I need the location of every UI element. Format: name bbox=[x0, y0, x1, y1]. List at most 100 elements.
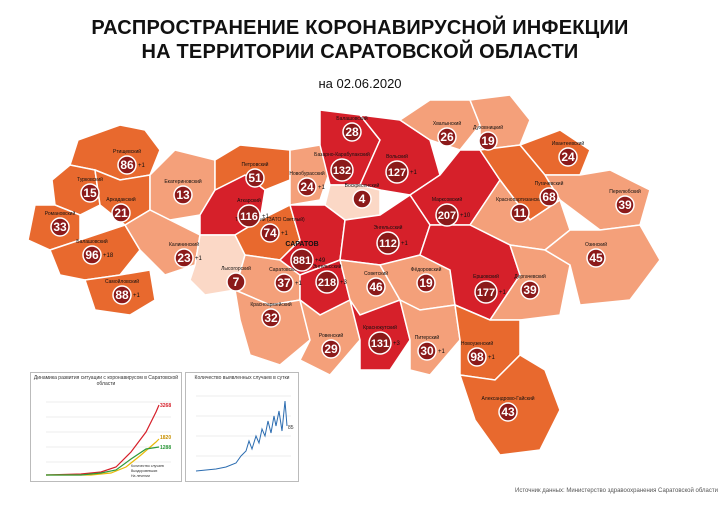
district-count: 23 bbox=[177, 251, 191, 265]
district-delta: +1 bbox=[262, 214, 270, 220]
district-marker bbox=[366, 277, 386, 297]
district-name: Краснопартизанский bbox=[496, 196, 544, 203]
district-name: Энгельсский bbox=[374, 224, 403, 231]
district-delta: +18 bbox=[103, 253, 114, 259]
district-delta: +1 bbox=[133, 293, 141, 299]
chart1-value-active: 1288 bbox=[160, 445, 171, 451]
district-count: 207 bbox=[438, 210, 456, 222]
district-count: 24 bbox=[300, 180, 314, 194]
district-count: 116 bbox=[240, 211, 258, 223]
district-marker bbox=[586, 248, 606, 268]
chart1-legend-3: На лечении bbox=[131, 474, 150, 478]
district-name: Краснокутский bbox=[363, 324, 397, 331]
district-delta: +3 bbox=[393, 341, 401, 347]
region-shape bbox=[298, 298, 361, 376]
district-count: 96 bbox=[85, 248, 99, 262]
chart1-active-line bbox=[46, 446, 160, 476]
chart1-title: Динамика развития ситуации с коронавирус… bbox=[33, 375, 179, 387]
district-name: Турковский bbox=[77, 176, 103, 183]
chart1-total-line bbox=[45, 404, 160, 476]
district-count: 21 bbox=[114, 206, 128, 220]
district-count: 45 bbox=[589, 251, 603, 265]
district-name: Романовский bbox=[45, 210, 76, 217]
district-count: 33 bbox=[53, 220, 67, 234]
district-name: Марксовский bbox=[432, 196, 462, 203]
map-title: РАСПРОСТРАНЕНИЕ КОРОНАВИРУСНОЙ ИНФЕКЦИИ … bbox=[0, 16, 720, 64]
district-marker bbox=[50, 217, 70, 237]
district-count: 4 bbox=[359, 192, 366, 206]
district-name: Воскресенский bbox=[345, 182, 380, 189]
district-marker bbox=[297, 177, 317, 197]
district-count: 51 bbox=[248, 171, 262, 185]
district-delta: +1 bbox=[281, 231, 289, 237]
district-count: 86 bbox=[120, 158, 134, 172]
district-marker bbox=[539, 187, 559, 207]
district-name: Балашовский bbox=[76, 238, 108, 245]
district-marker bbox=[330, 158, 354, 182]
map-date: на 02.06.2020 bbox=[318, 76, 402, 91]
title-line-1: РАСПРОСТРАНЕНИЕ КОРОНАВИРУСНОЙ ИНФЕКЦИИ bbox=[91, 17, 629, 39]
district-marker bbox=[498, 402, 518, 422]
district-marker bbox=[510, 203, 530, 223]
district-name: Самойловский bbox=[105, 278, 139, 285]
region-shape bbox=[398, 298, 461, 376]
district-marker bbox=[385, 160, 409, 184]
district-marker bbox=[226, 272, 246, 292]
district-name: Красноармейский bbox=[250, 301, 292, 308]
chart2-title: Количество выявленных случаев в сутки bbox=[194, 375, 290, 381]
district-count: 28 bbox=[345, 125, 359, 139]
district-count: 68 bbox=[542, 190, 556, 204]
district-delta: +49 bbox=[315, 258, 326, 264]
chart2-daily-line bbox=[195, 400, 288, 472]
region-shape bbox=[543, 169, 651, 231]
title-line-2: НА ТЕРРИТОРИИ САРАТОВСКОЙ ОБЛАСТИ bbox=[141, 41, 579, 63]
district-delta: +1 bbox=[318, 185, 326, 191]
district-name: Энгельсский bbox=[313, 263, 342, 270]
district-marker bbox=[112, 285, 132, 305]
district-marker bbox=[321, 339, 341, 359]
district-marker bbox=[368, 331, 392, 355]
district-name: Аткарский bbox=[237, 197, 261, 204]
district-marker bbox=[558, 147, 578, 167]
district-delta: +1 bbox=[401, 241, 409, 247]
district-name: Саратовский bbox=[269, 266, 299, 273]
cases-dynamics-chart: Динамика развития ситуации с коронавирус… bbox=[30, 372, 182, 482]
district-marker bbox=[437, 127, 457, 147]
district-count: 177 bbox=[477, 287, 495, 299]
district-name: Ровенский bbox=[319, 332, 344, 339]
district-marker bbox=[520, 280, 540, 300]
district-name: Александрово-Гайский bbox=[481, 395, 534, 402]
district-count: 37 bbox=[277, 276, 291, 290]
district-count: 13 bbox=[176, 188, 190, 202]
district-name: Новобурасский bbox=[289, 170, 325, 177]
district-marker bbox=[173, 185, 193, 205]
district-name: Вольский bbox=[386, 153, 408, 160]
district-name: Советский bbox=[364, 270, 388, 277]
district-name: Новоузенский bbox=[461, 340, 493, 347]
district-marker bbox=[80, 183, 100, 203]
district-marker bbox=[237, 204, 261, 228]
daily-cases-chart: Количество выявленных случаев в сутки 85 bbox=[185, 372, 299, 482]
district-marker bbox=[274, 273, 294, 293]
chart1-value-recovered: 1820 bbox=[160, 435, 171, 441]
district-count: 39 bbox=[523, 283, 537, 297]
district-marker bbox=[376, 231, 400, 255]
district-count: 19 bbox=[481, 134, 495, 148]
district-name: Калининский bbox=[169, 241, 199, 248]
district-delta: +1 bbox=[195, 256, 203, 262]
district-count: 24 bbox=[561, 150, 575, 164]
district-count: 19 bbox=[419, 276, 433, 290]
district-delta: +10 bbox=[460, 213, 471, 219]
district-name: Духовницкий bbox=[473, 124, 503, 131]
district-marker bbox=[417, 341, 437, 361]
region-shape bbox=[214, 144, 291, 192]
chart1-legend-1: Количество случаев bbox=[131, 464, 164, 468]
chart2-last-value: 85 bbox=[288, 425, 294, 431]
district-marker bbox=[290, 248, 314, 272]
district-name: Татищевский (ЗАТО Светлый) bbox=[235, 216, 305, 223]
district-count: 131 bbox=[371, 338, 389, 350]
district-marker bbox=[315, 270, 339, 294]
district-delta: +1 bbox=[499, 290, 507, 296]
district-marker bbox=[615, 195, 635, 215]
